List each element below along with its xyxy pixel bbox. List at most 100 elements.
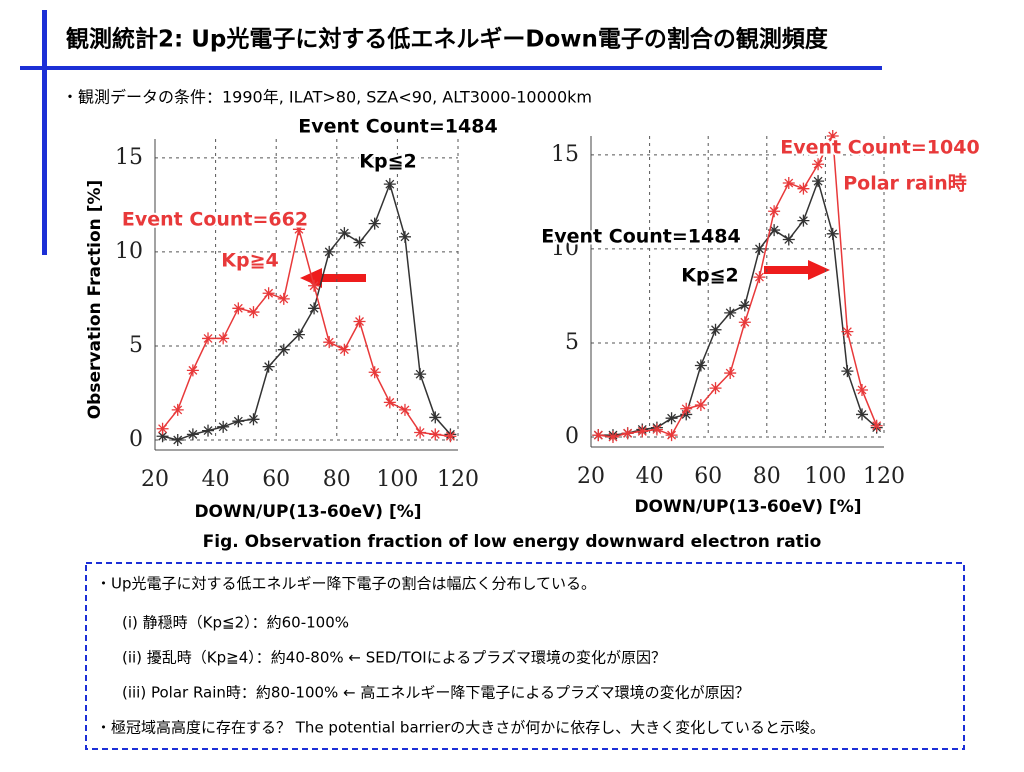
marker xyxy=(665,412,678,425)
note-line: (i) 静穏時（Kp≦2）：約60-100% xyxy=(122,614,349,632)
marker xyxy=(171,403,184,416)
annotation: Polar rain時 xyxy=(843,173,967,195)
marker xyxy=(841,365,854,378)
marker xyxy=(308,279,321,292)
annotation: Event Count=1040 xyxy=(780,137,979,159)
marker xyxy=(856,383,869,396)
marker xyxy=(856,408,869,421)
x-tick-label: 100 xyxy=(376,467,418,492)
marker xyxy=(753,242,766,255)
marker xyxy=(186,364,199,377)
series-line xyxy=(598,178,878,436)
annotation: Event Count=1484 xyxy=(541,226,740,248)
marker xyxy=(277,343,290,356)
marker xyxy=(202,332,215,345)
marker xyxy=(709,382,722,395)
marker xyxy=(797,182,810,195)
marker xyxy=(156,430,169,443)
marker xyxy=(292,223,305,236)
condition: ・観測データの条件：1990年, ILAT>80, SZA<90, ALT300… xyxy=(62,88,592,107)
marker xyxy=(636,425,649,438)
marker xyxy=(768,224,781,237)
marker xyxy=(768,205,781,218)
y-axis-label: Observation Fraction [%] xyxy=(85,180,105,420)
marker xyxy=(262,360,275,373)
x-axis-label: DOWN/UP(13-60eV) [%] xyxy=(194,502,421,522)
marker xyxy=(353,236,366,249)
annotation: Event Count=1484 xyxy=(298,116,497,138)
x-axis-label: DOWN/UP(13-60eV) [%] xyxy=(634,497,861,517)
marker xyxy=(665,429,678,442)
marker xyxy=(724,306,737,319)
accent-horizontal xyxy=(20,66,882,70)
marker xyxy=(694,359,707,372)
marker xyxy=(414,368,427,381)
marker xyxy=(650,423,663,436)
x-tick-label: 80 xyxy=(753,464,781,489)
marker xyxy=(738,316,751,329)
marker xyxy=(186,428,199,441)
marker xyxy=(247,413,260,426)
note-line: ・Up光電子に対する低エネルギー降下電子の割合は幅広く分布している。 xyxy=(96,575,596,593)
marker xyxy=(292,328,305,341)
caption: Fig. Observation fraction of low energy … xyxy=(203,532,822,552)
y-tick-label: 15 xyxy=(115,145,143,170)
x-tick-label: 120 xyxy=(437,467,479,492)
x-tick-label: 20 xyxy=(577,464,605,489)
marker xyxy=(262,287,275,300)
marker xyxy=(398,230,411,243)
marker xyxy=(368,217,381,230)
marker xyxy=(870,419,883,432)
marker xyxy=(797,214,810,227)
marker xyxy=(308,302,321,315)
marker xyxy=(383,396,396,409)
x-tick-label: 60 xyxy=(694,464,722,489)
marker xyxy=(156,422,169,435)
x-tick-label: 120 xyxy=(863,464,905,489)
annotation: Kp≧4 xyxy=(221,250,278,272)
accent-vertical xyxy=(42,10,47,255)
note-line: (ii) 擾乱時（Kp≧4）：約40-80% ← SED/TOIによるプラズマ環… xyxy=(122,649,666,667)
arrow-right xyxy=(764,260,830,280)
slide-title: 観測統計2: Up光電子に対する低エネルギーDown電子の割合の観測頻度 xyxy=(66,26,829,53)
marker xyxy=(232,302,245,315)
marker xyxy=(782,177,795,190)
x-tick-label: 20 xyxy=(141,467,169,492)
marker xyxy=(429,428,442,441)
marker xyxy=(444,430,457,443)
note-line: ・極冠域高高度に存在する？ The potential barrierの大きさが… xyxy=(96,719,825,737)
annotation: Event Count=662 xyxy=(122,209,308,231)
marker xyxy=(277,292,290,305)
marker xyxy=(383,178,396,191)
marker xyxy=(621,427,634,440)
annotation: Kp≦2 xyxy=(681,265,738,287)
marker xyxy=(709,323,722,336)
note-line: (iii) Polar Rain時：約80-100% ← 高エネルギー降下電子に… xyxy=(122,684,750,702)
marker xyxy=(398,403,411,416)
series-line xyxy=(598,133,878,438)
y-tick-label: 5 xyxy=(129,333,143,358)
marker xyxy=(841,325,854,338)
marker xyxy=(247,306,260,319)
x-tick-label: 60 xyxy=(262,467,290,492)
marker xyxy=(738,299,751,312)
marker xyxy=(826,227,839,240)
x-tick-label: 40 xyxy=(202,467,230,492)
marker xyxy=(606,431,619,443)
marker xyxy=(368,366,381,379)
marker xyxy=(826,130,839,142)
y-tick-label: 10 xyxy=(551,236,579,261)
marker xyxy=(217,332,230,345)
marker xyxy=(217,420,230,433)
marker xyxy=(782,233,795,246)
y-tick-label: 5 xyxy=(565,330,579,355)
y-tick-label: 10 xyxy=(115,239,143,264)
marker xyxy=(414,426,427,439)
marker xyxy=(812,158,825,171)
x-tick-label: 100 xyxy=(804,464,846,489)
marker xyxy=(429,411,442,424)
y-tick-label: 0 xyxy=(129,427,143,452)
marker xyxy=(753,271,766,284)
marker xyxy=(232,415,245,428)
